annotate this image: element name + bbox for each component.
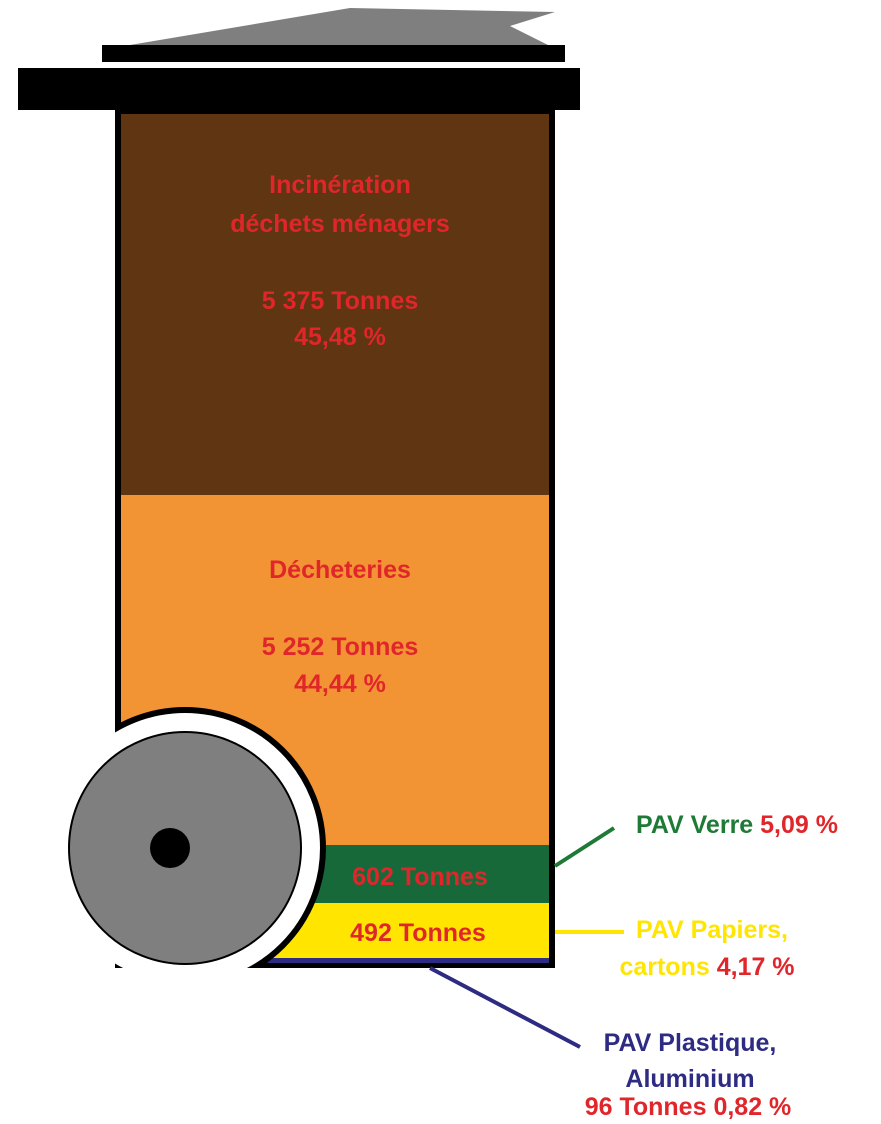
segment-label: PAV Plastique,	[604, 1029, 777, 1057]
percent: 4,17 %	[717, 953, 795, 981]
segment-label: Incinération	[269, 171, 411, 199]
leader-plastique	[430, 968, 580, 1047]
percent: 0,82 %	[713, 1093, 791, 1121]
lid-handle	[102, 45, 565, 62]
tonnes: 602 Tonnes	[352, 863, 488, 891]
segment-label: PAV Papiers,	[636, 916, 788, 944]
percent: 45,48 %	[294, 323, 386, 351]
lid-top	[130, 8, 555, 45]
percent: 5,09 %	[760, 811, 838, 839]
tonnes: 5 252 Tonnes	[262, 633, 419, 661]
tonnes: 96 Tonnes	[585, 1093, 707, 1121]
segment-label: PAV Verre	[636, 811, 753, 839]
wheel-hub	[150, 828, 190, 868]
segment-label: Décheteries	[269, 556, 411, 584]
callout-papiers: cartons 4,17 %	[619, 953, 794, 981]
segment-label: Aluminium	[625, 1065, 754, 1093]
tonnes: 492 Tonnes	[350, 919, 486, 947]
percent: 44,44 %	[294, 670, 386, 698]
callout-plastique: 96 Tonnes 0,82 %	[585, 1093, 792, 1121]
bin-infographic: Incinération déchets ménagers 5 375 Tonn…	[0, 0, 881, 1124]
segment-label: déchets ménagers	[230, 210, 450, 238]
lid	[18, 68, 580, 110]
tonnes: 5 375 Tonnes	[262, 287, 419, 315]
leader-verre	[555, 828, 614, 866]
segment-label: cartons	[619, 953, 709, 981]
callout-verre: PAV Verre 5,09 %	[636, 811, 838, 839]
